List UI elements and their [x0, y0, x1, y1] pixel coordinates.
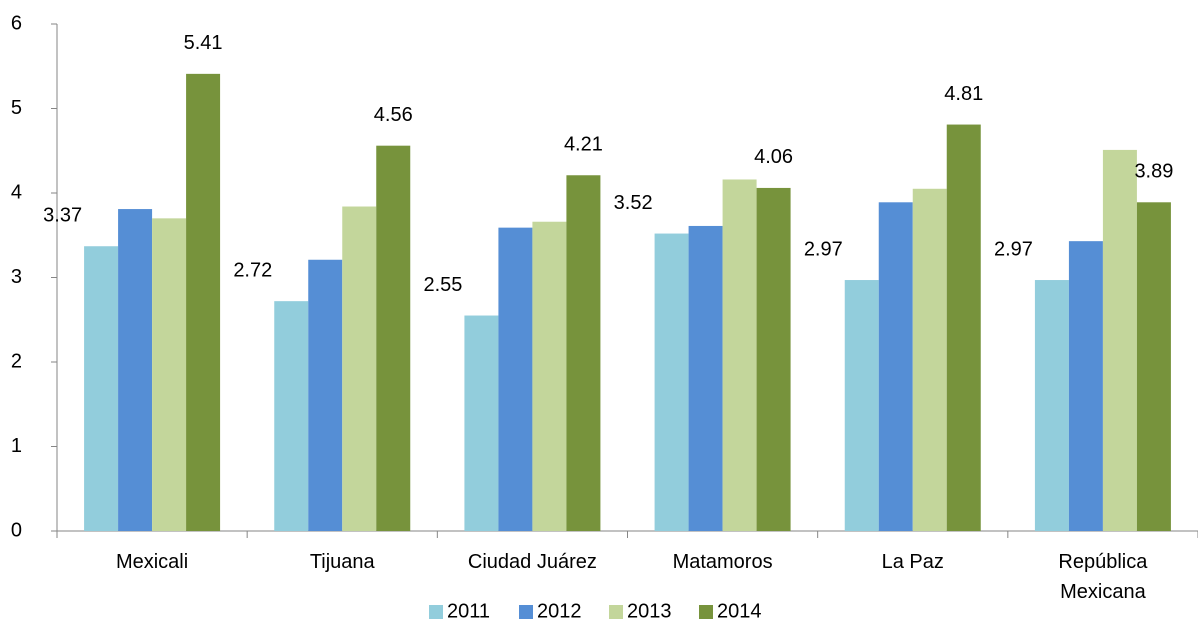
bar [464, 315, 499, 531]
legend-swatch [699, 605, 713, 619]
x-tick-label: La Paz [881, 551, 944, 573]
legend-swatch [429, 605, 443, 619]
bar [152, 218, 187, 531]
bar [566, 175, 601, 531]
data-label: 3.89 [1134, 161, 1173, 183]
bar [878, 202, 913, 532]
bar [688, 225, 723, 531]
data-label: 2.97 [804, 238, 843, 260]
x-tick-label: Matamoros [672, 551, 773, 573]
x-tick-label: Mexicali [115, 551, 189, 573]
legend-swatch [519, 605, 533, 619]
bar [376, 145, 411, 531]
legend-label: 2012 [537, 600, 582, 622]
bar [654, 233, 689, 531]
data-label: 4.21 [564, 134, 603, 156]
x-tick-label: Ciudad Juárez [467, 551, 597, 573]
y-tick-label: 6 [11, 12, 22, 34]
legend-label: 2011 [447, 600, 490, 622]
bar [722, 179, 757, 532]
bar [844, 280, 879, 531]
y-tick-label: 1 [11, 435, 22, 457]
bar [1034, 280, 1069, 531]
y-tick-label: 5 [11, 97, 22, 119]
bar [756, 187, 791, 531]
bar [1068, 241, 1103, 532]
legend-label: 2014 [717, 600, 762, 622]
data-label: 2.97 [994, 238, 1033, 260]
data-label: 3.52 [614, 192, 653, 214]
legend-label: 2013 [627, 600, 672, 622]
y-tick-label: 0 [11, 519, 22, 541]
bar [342, 206, 377, 531]
y-tick-label: 3 [11, 266, 22, 288]
x-tick-label: República Mexicana [1058, 551, 1148, 603]
data-label: 5.41 [184, 32, 223, 54]
bar [532, 221, 567, 532]
bar [912, 188, 947, 531]
bar [118, 209, 153, 531]
bar [1136, 202, 1171, 532]
bar [1102, 149, 1137, 531]
data-label: 4.56 [374, 104, 413, 126]
data-label: 2.72 [233, 259, 272, 281]
data-label: 2.55 [423, 274, 462, 296]
bar [308, 259, 343, 531]
y-tick-label: 4 [11, 181, 22, 203]
x-tick-label: Tijuana [309, 551, 375, 573]
bar [946, 124, 981, 532]
data-label: 4.81 [944, 83, 983, 105]
bar [274, 301, 309, 531]
data-label: 4.06 [754, 146, 793, 168]
data-label: 3.37 [43, 205, 82, 227]
bar [84, 246, 119, 532]
bar [186, 73, 221, 531]
legend-swatch [609, 605, 623, 619]
bar [498, 227, 533, 531]
y-tick-label: 2 [11, 350, 22, 372]
